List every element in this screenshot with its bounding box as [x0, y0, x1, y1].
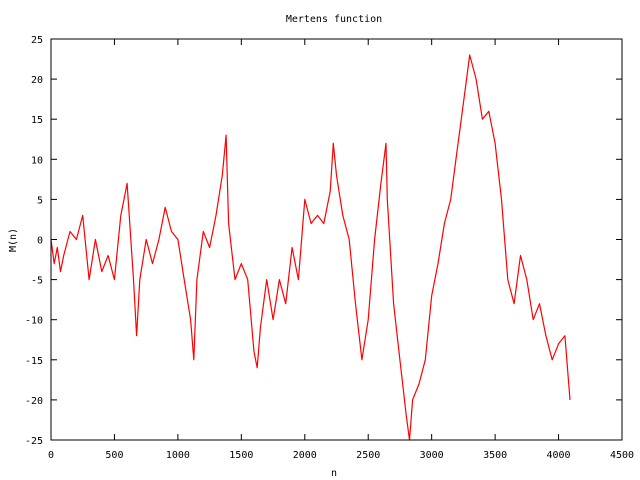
x-tick-label: 1500 [229, 450, 253, 461]
x-tick-label: 3500 [483, 450, 507, 461]
y-tick-label: -25 [25, 436, 43, 447]
y-tick-label: -5 [31, 276, 43, 287]
y-tick-label: 0 [37, 236, 43, 247]
plot-frame [50, 38, 623, 441]
x-tick-label: 0 [48, 450, 54, 461]
y-tick-label: 20 [31, 75, 43, 86]
y-tick-label: 10 [31, 155, 43, 166]
y-axis-label: M(n) [8, 228, 19, 252]
y-tick-label: -10 [25, 316, 43, 327]
x-tick-label: 3000 [420, 450, 444, 461]
x-tick-label: 500 [105, 450, 123, 461]
series-line-0 [50, 54, 571, 441]
y-tick-label: 25 [31, 35, 43, 46]
x-tick-label: 4500 [610, 450, 634, 461]
x-tick-label: 4000 [547, 450, 571, 461]
x-tick-label: 1000 [166, 450, 190, 461]
x-axis-label: n [331, 468, 337, 479]
x-tick-label: 2500 [356, 450, 380, 461]
plot-area [50, 54, 571, 441]
x-tick-label: 2000 [293, 450, 317, 461]
y-tick-label: -15 [25, 356, 43, 367]
chart-title: Mertens function [286, 14, 382, 25]
y-tick-label: 5 [37, 195, 43, 206]
axis-ticks: 0 500 1000 1500 2000 2500 3000 3500 4000 4500 -25 -… [25, 35, 634, 461]
y-tick-label: 15 [31, 115, 43, 126]
y-tick-label: -20 [25, 396, 43, 407]
